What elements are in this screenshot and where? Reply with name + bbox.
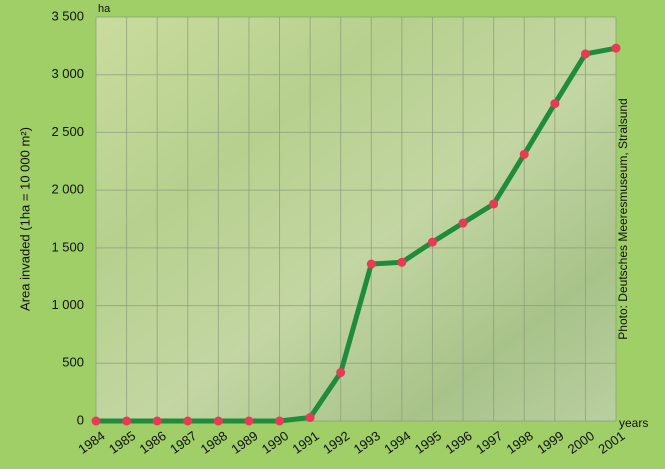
- x-tick-label: 1994: [381, 428, 413, 457]
- data-point: [122, 416, 132, 426]
- data-point: [550, 99, 560, 109]
- y-unit: ha: [98, 3, 111, 15]
- data-point: [397, 257, 407, 267]
- x-tick-label: 1986: [137, 428, 169, 457]
- data-point: [213, 416, 223, 426]
- data-point: [611, 43, 621, 53]
- y-axis-label: Area invaded (1ha = 10 000 m²): [17, 127, 32, 311]
- x-tick-label: 1993: [351, 428, 383, 457]
- y-tick-label: 2 500: [51, 124, 84, 139]
- data-point: [91, 416, 101, 426]
- x-tick-label: 1999: [534, 428, 566, 457]
- photo-credit: Photo: Deutsches Meeresmuseum, Stralsund: [616, 98, 630, 339]
- data-point: [305, 413, 315, 423]
- y-tick-label: 2 000: [51, 182, 84, 197]
- x-tick-label: 1998: [504, 428, 536, 457]
- data-point: [244, 416, 254, 426]
- x-unit: years: [619, 416, 648, 430]
- y-tick-label: 500: [62, 355, 84, 370]
- x-tick-label: 1984: [75, 428, 107, 457]
- data-point: [489, 199, 499, 209]
- x-tick-label: 1995: [412, 428, 444, 457]
- x-tick-label: 1989: [228, 428, 260, 457]
- data-point: [275, 416, 285, 426]
- x-tick-label: 2001: [595, 428, 627, 457]
- y-tick-label: 3 000: [51, 66, 84, 81]
- data-line: [96, 45, 617, 424]
- x-tick-label: 2000: [565, 428, 597, 457]
- data-point: [427, 237, 437, 247]
- x-tick-label: 1987: [167, 428, 199, 457]
- x-tick-label: 1990: [259, 428, 291, 457]
- y-tick-label: 1 000: [51, 297, 84, 312]
- y-tick-label: 1 500: [51, 239, 84, 254]
- data-point: [152, 416, 162, 426]
- x-tick-label: 1988: [198, 428, 230, 457]
- x-tick-label: 1985: [106, 428, 138, 457]
- data-point: [366, 259, 376, 269]
- data-point: [519, 149, 529, 159]
- y-tick-label: 0: [77, 412, 84, 427]
- x-tick-label: 1991: [290, 428, 322, 457]
- plot-background: [96, 17, 616, 421]
- data-point: [458, 218, 468, 228]
- x-tick-label: 1992: [320, 428, 352, 457]
- x-tick-label: 1996: [442, 428, 474, 457]
- x-tick-label: 1997: [473, 428, 505, 457]
- data-point: [580, 49, 590, 59]
- y-tick-label: 3 500: [51, 8, 84, 23]
- data-point: [183, 416, 193, 426]
- data-point: [336, 368, 346, 378]
